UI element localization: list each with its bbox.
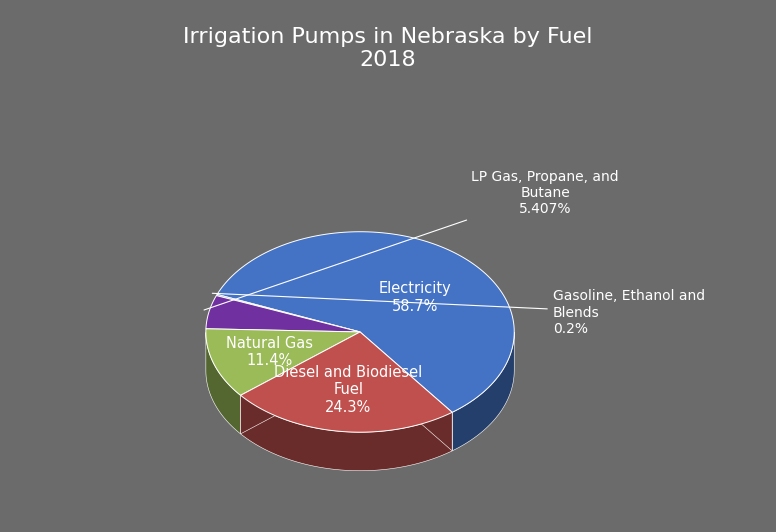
Text: Gasoline, Ethanol and
Blends
0.2%: Gasoline, Ethanol and Blends 0.2% [213,289,705,336]
Polygon shape [360,332,452,451]
Polygon shape [241,332,452,432]
Text: LP Gas, Propane, and
Butane
5.407%: LP Gas, Propane, and Butane 5.407% [204,170,619,310]
Polygon shape [360,332,452,451]
Text: Natural Gas
11.4%: Natural Gas 11.4% [226,336,313,368]
Polygon shape [206,296,360,332]
Polygon shape [241,395,452,471]
Text: Electricity
58.7%: Electricity 58.7% [379,281,451,314]
Polygon shape [206,329,360,395]
Polygon shape [217,232,514,412]
Polygon shape [452,332,514,451]
Polygon shape [241,332,360,434]
Polygon shape [217,294,360,332]
Polygon shape [241,332,360,434]
Text: Diesel and Biodiesel
Fuel
24.3%: Diesel and Biodiesel Fuel 24.3% [274,365,422,414]
Text: Irrigation Pumps in Nebraska by Fuel
2018: Irrigation Pumps in Nebraska by Fuel 201… [183,27,593,70]
Polygon shape [206,332,241,434]
